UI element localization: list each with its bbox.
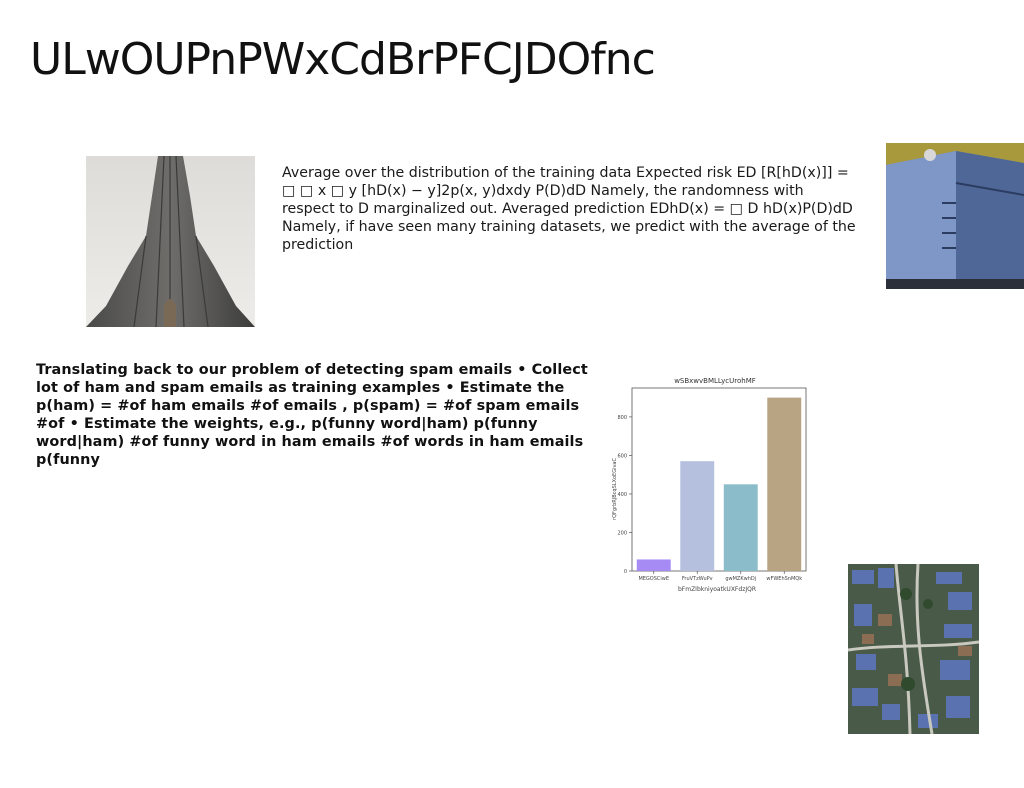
aerial-city-photo (848, 564, 979, 734)
bar-3 (767, 397, 802, 571)
bar-chart: wSBxwvBMLLycUrohMF rQFgrbRJBcqSLXoEGivaC… (604, 372, 814, 598)
x-tick-label-3: wFWEhSnMQk (766, 576, 802, 582)
bar-0 (636, 559, 671, 571)
chart-ylabel: rQFgrbRJBcqSLXoEGivaC (612, 458, 618, 520)
paragraph-expected-risk: Average over the distribution of the tra… (282, 165, 856, 253)
bar-1 (680, 461, 715, 571)
paragraph-spam-detection: Translating back to our problem of detec… (36, 362, 588, 468)
chart-xlabel: bFmZIbkniyoatkUXFdzJQR (678, 586, 756, 593)
x-tick-label-2: gwMZKwhDj (725, 576, 756, 582)
building-photo (886, 143, 1024, 289)
x-tick-label-1: FruVTzWuPv (682, 576, 713, 582)
page-title: ULwOUPnPWxCdBrPFCJDOfnc (30, 34, 656, 85)
cathedral-photo (86, 156, 255, 327)
y-tick-label-3: 600 (617, 453, 627, 459)
bar-2 (723, 484, 758, 571)
y-tick-label-0: 0 (624, 569, 627, 575)
y-tick-label-1: 200 (617, 530, 627, 536)
chart-title: wSBxwvBMLLycUrohMF (674, 377, 756, 385)
y-tick-label-4: 800 (617, 415, 627, 421)
x-tick-label-0: MEGOSCiwE (638, 576, 669, 582)
chart-plot-frame (631, 387, 807, 572)
y-tick-label-2: 400 (617, 492, 627, 498)
